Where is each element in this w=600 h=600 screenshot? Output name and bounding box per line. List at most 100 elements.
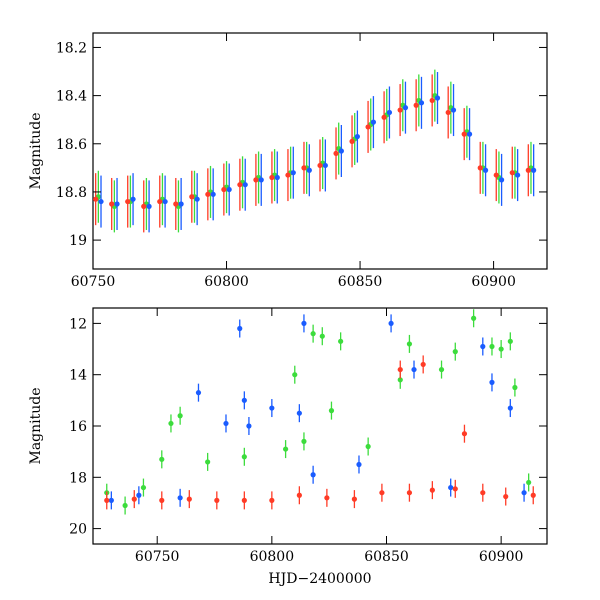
data-point (493, 149, 499, 202)
data-point (241, 391, 247, 410)
data-point (507, 332, 513, 351)
data-marker (223, 420, 229, 427)
data-point (356, 455, 362, 474)
data-marker (482, 167, 489, 173)
data-marker (406, 341, 413, 347)
data-marker (477, 165, 483, 171)
data-point (285, 149, 291, 202)
x-tick-label: 60800 (250, 549, 295, 565)
data-point (328, 401, 335, 420)
data-marker (466, 131, 473, 137)
data-marker (356, 461, 362, 468)
data-point (130, 173, 136, 226)
data-marker (114, 201, 120, 207)
data-marker (241, 454, 247, 460)
data-point (521, 483, 527, 502)
data-marker (122, 502, 128, 509)
data-point (461, 424, 468, 443)
data-marker (157, 198, 163, 205)
data-point (177, 406, 183, 425)
data-marker (173, 201, 179, 207)
data-marker (503, 493, 509, 500)
data-marker (480, 490, 486, 496)
data-point (411, 360, 417, 379)
data-point (246, 417, 252, 435)
top-panel: 60750 60800 60850 60900 18.2 18.4 18.6 18.8 19 M… (28, 32, 548, 290)
data-point (482, 144, 489, 197)
data-marker (381, 114, 387, 120)
data-point (354, 110, 360, 163)
data-marker (526, 479, 532, 486)
data-point (140, 478, 147, 497)
data-marker (351, 496, 357, 502)
data-marker (452, 349, 458, 355)
data-point (324, 488, 330, 507)
data-marker (104, 497, 110, 503)
data-point (205, 452, 211, 471)
data-point (98, 175, 104, 228)
data-point (301, 141, 307, 194)
data-marker (177, 495, 183, 501)
y-tick-label: 18.6 (56, 137, 87, 153)
data-marker (296, 410, 302, 416)
data-marker (333, 150, 339, 157)
data-point (317, 139, 323, 192)
data-marker (418, 100, 425, 106)
data-point (269, 491, 275, 510)
data-marker (269, 405, 275, 411)
data-point (173, 177, 179, 230)
data-point (438, 360, 445, 379)
x-tick-label: 60750 (71, 274, 116, 290)
data-point (397, 84, 403, 137)
data-point (159, 450, 165, 469)
data-point (306, 144, 312, 197)
data-marker (338, 148, 344, 154)
top-plot-frame (92, 32, 548, 270)
data-point (406, 334, 413, 353)
x-tick-label: 60900 (479, 549, 524, 565)
data-marker (349, 138, 355, 144)
y-tick-label: 20 (69, 522, 87, 538)
data-marker (461, 131, 467, 137)
data-marker (258, 177, 264, 183)
data-point (477, 141, 483, 194)
bottom-x-axis-label: HJD−2400000 (268, 571, 371, 587)
data-marker (499, 177, 505, 183)
data-marker (301, 320, 307, 326)
data-point (269, 151, 275, 204)
data-point (189, 170, 195, 223)
data-point (429, 74, 435, 127)
data-marker (379, 490, 385, 496)
data-marker (130, 196, 136, 202)
x-tick-label: 60850 (364, 549, 409, 565)
data-point (114, 177, 120, 230)
y-tick-label: 18.8 (56, 185, 87, 201)
data-marker (493, 172, 499, 178)
bottom-axis-ticks: 60750 60800 60850 60900 12 14 16 18 20 (69, 308, 547, 565)
data-point (177, 488, 183, 507)
data-point (531, 144, 537, 197)
data-point (108, 491, 114, 510)
data-point (445, 86, 451, 139)
data-marker (136, 492, 142, 498)
data-point (471, 309, 477, 328)
y-tick-label: 18 (69, 470, 87, 486)
data-point (186, 490, 192, 509)
data-marker (98, 198, 104, 205)
data-point (296, 404, 302, 423)
data-marker (108, 497, 114, 503)
data-marker (438, 366, 445, 373)
data-marker (448, 484, 454, 491)
data-marker (397, 377, 403, 383)
data-point (370, 96, 377, 149)
data-marker (480, 343, 486, 350)
data-point (178, 177, 184, 230)
data-point (512, 378, 518, 397)
data-marker (450, 107, 457, 113)
data-point (489, 373, 495, 392)
data-point (338, 332, 344, 351)
data-marker (413, 102, 419, 108)
data-marker (131, 496, 137, 502)
data-point (434, 72, 441, 125)
